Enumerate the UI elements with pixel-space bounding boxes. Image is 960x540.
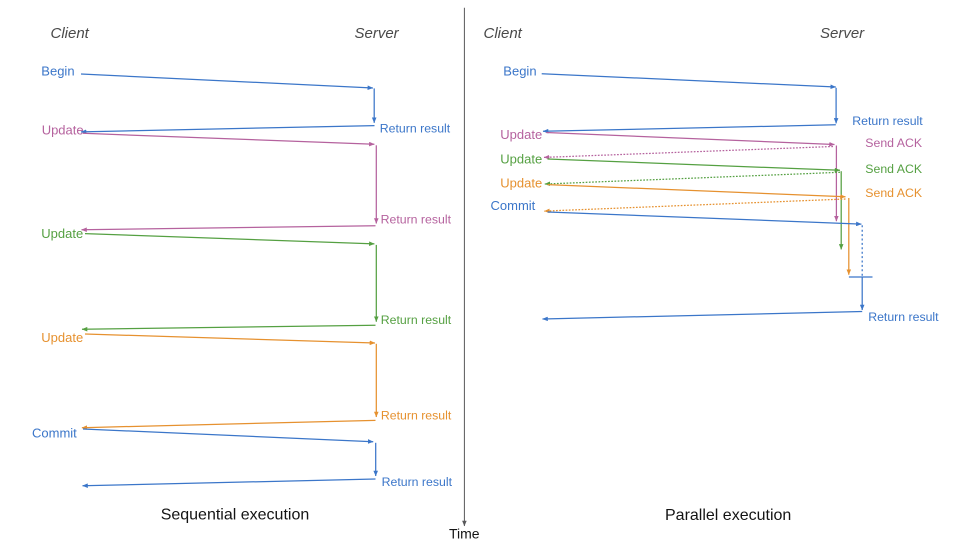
svg-text:Client: Client [484,25,523,42]
svg-text:Update: Update [500,151,542,166]
svg-text:Send ACK: Send ACK [865,186,923,200]
svg-text:Update: Update [41,330,83,345]
svg-text:Return result: Return result [381,409,452,423]
svg-text:Return result: Return result [852,114,923,128]
svg-text:Return result: Return result [381,213,452,227]
svg-text:Return result: Return result [868,310,939,324]
svg-text:Return result: Return result [380,122,451,136]
svg-text:Sequential execution: Sequential execution [161,507,310,524]
svg-text:Begin: Begin [41,64,74,79]
svg-text:Update: Update [42,122,84,137]
svg-text:Update: Update [41,226,83,241]
svg-text:Time: Time [449,526,480,540]
svg-text:Commit: Commit [32,426,77,441]
svg-text:Parallel execution: Parallel execution [665,507,791,524]
svg-text:Send ACK: Send ACK [865,162,923,176]
svg-text:Return result: Return result [381,313,452,327]
svg-text:Update: Update [500,175,542,190]
svg-text:Client: Client [51,25,90,42]
svg-text:Send ACK: Send ACK [865,136,923,150]
svg-text:Update: Update [500,127,542,142]
svg-text:Server: Server [820,25,865,42]
svg-text:Return result: Return result [382,475,453,489]
svg-text:Commit: Commit [491,198,536,213]
svg-text:Server: Server [355,25,400,42]
svg-text:Begin: Begin [503,64,536,79]
